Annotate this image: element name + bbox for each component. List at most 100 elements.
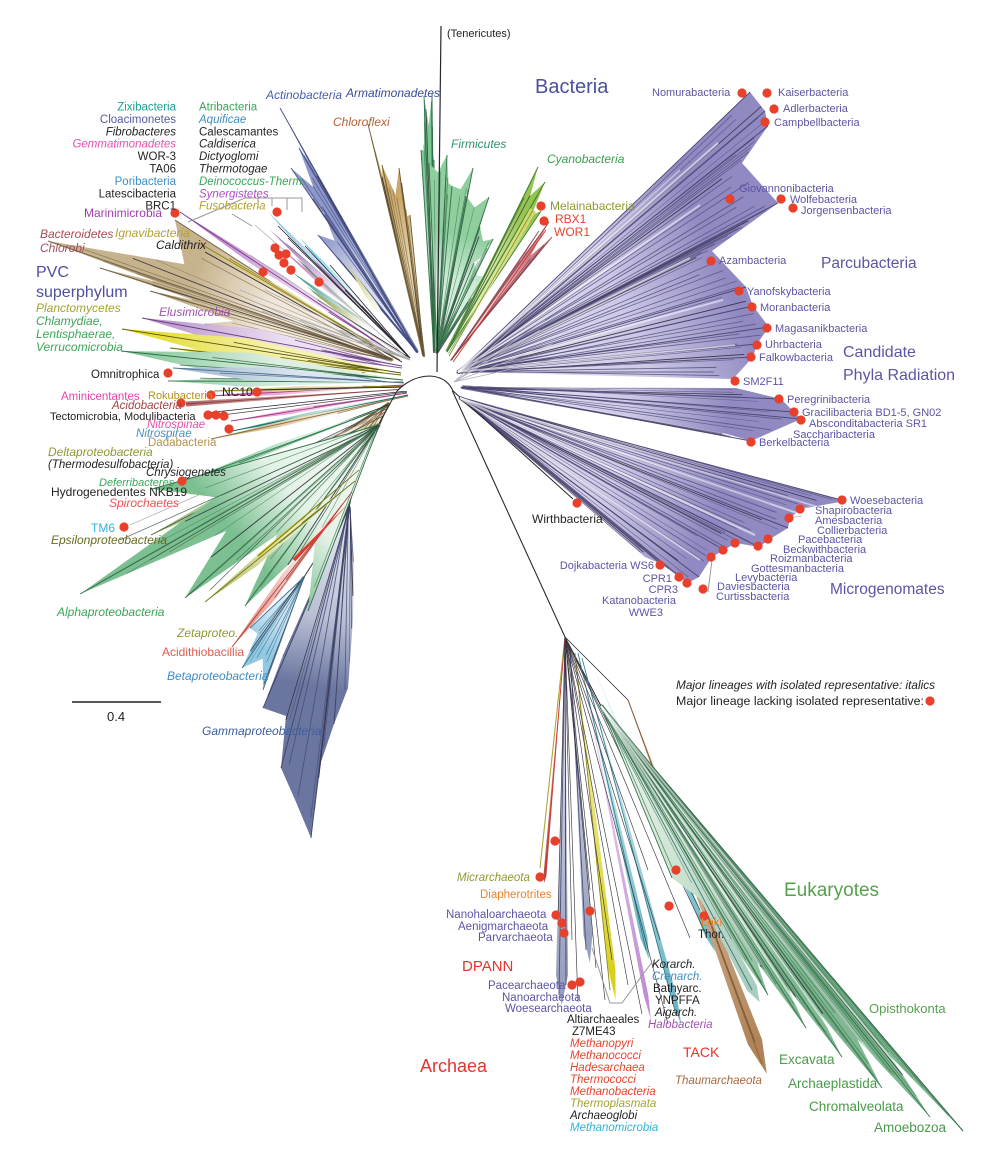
svg-text:Pacebacteria: Pacebacteria <box>798 534 863 546</box>
svg-text:Crenarch.: Crenarch. <box>652 971 703 983</box>
svg-text:Caldithrix: Caldithrix <box>156 238 207 252</box>
svg-text:Pacearchaeota: Pacearchaeota <box>488 980 566 992</box>
svg-text:YNPFFA: YNPFFA <box>655 995 700 1007</box>
svg-text:Chromalveolata: Chromalveolata <box>809 1099 904 1114</box>
svg-text:Archaeoglobi: Archaeoglobi <box>569 1110 638 1122</box>
svg-text:Bacteroidetes: Bacteroidetes <box>40 227 113 241</box>
svg-text:WOR-3: WOR-3 <box>138 151 176 163</box>
svg-text:Methanomicrobia: Methanomicrobia <box>570 1122 658 1134</box>
svg-text:Chrysiogenetes: Chrysiogenetes <box>146 467 226 479</box>
svg-text:Aquificae: Aquificae <box>198 114 246 126</box>
svg-text:Actinobacteria: Actinobacteria <box>265 88 342 102</box>
svg-text:Z7ME43: Z7ME43 <box>572 1026 615 1038</box>
svg-text:Elusimicrobia: Elusimicrobia <box>159 305 231 319</box>
svg-text:Cloacimonetes: Cloacimonetes <box>100 114 176 126</box>
svg-text:Yanofskybacteria: Yanofskybacteria <box>747 286 831 298</box>
svg-text:Curtissbacteria: Curtissbacteria <box>716 591 790 603</box>
svg-text:Kaiserbacteria: Kaiserbacteria <box>778 87 849 99</box>
svg-text:Lentisphaerae,: Lentisphaerae, <box>36 327 115 341</box>
svg-text:Planctomycetes: Planctomycetes <box>36 301 121 315</box>
svg-text:Deinococcus-Therm.: Deinococcus-Therm. <box>199 176 305 188</box>
svg-text:Nitrospirae: Nitrospirae <box>136 428 192 440</box>
svg-text:Fusobacteria: Fusobacteria <box>199 201 265 213</box>
svg-text:Tectomicrobia, Modulibacteria: Tectomicrobia, Modulibacteria <box>50 411 196 423</box>
svg-text:Magasanikbacteria: Magasanikbacteria <box>775 323 868 335</box>
svg-text:(Tenericutes): (Tenericutes) <box>447 28 511 40</box>
svg-text:Fibrobacteres: Fibrobacteres <box>106 126 177 138</box>
svg-text:Woesearchaeota: Woesearchaeota <box>505 1003 592 1015</box>
svg-text:Zixibacteria: Zixibacteria <box>117 102 176 114</box>
svg-text:Dictyoglomi: Dictyoglomi <box>199 151 259 163</box>
svg-text:Wolfebacteria: Wolfebacteria <box>790 194 858 206</box>
svg-text:Loki.: Loki. <box>701 917 725 929</box>
svg-text:Levybacteria: Levybacteria <box>735 572 798 584</box>
svg-text:Dojkabacteria WS6: Dojkabacteria WS6 <box>560 560 654 572</box>
svg-text:PVC: PVC <box>36 264 69 281</box>
svg-text:Wirthbacteria: Wirthbacteria <box>532 512 603 526</box>
svg-text:Methanopyri: Methanopyri <box>570 1038 634 1050</box>
svg-text:Thaumarchaeota: Thaumarchaeota <box>675 1075 762 1087</box>
svg-text:Bacteria: Bacteria <box>535 76 609 98</box>
svg-text:Aminicentantes: Aminicentantes <box>61 391 140 403</box>
svg-text:Aenigmarchaeota: Aenigmarchaeota <box>458 921 549 933</box>
svg-text:Marinimicrobia: Marinimicrobia <box>84 206 162 220</box>
svg-text:(Thermodesulfobacteria): (Thermodesulfobacteria) <box>48 459 173 471</box>
svg-text:Atribacteria: Atribacteria <box>199 102 258 114</box>
svg-text:Rokubacteria: Rokubacteria <box>148 390 214 402</box>
svg-text:Woesebacteria: Woesebacteria <box>850 495 924 507</box>
svg-text:Gemmatimonadetes: Gemmatimonadetes <box>72 139 176 151</box>
svg-text:RBX1: RBX1 <box>555 212 587 226</box>
svg-text:Parvarchaeota: Parvarchaeota <box>478 932 553 944</box>
svg-text:Melainabacteria: Melainabacteria <box>550 199 635 213</box>
svg-text:Diapherotrites: Diapherotrites <box>480 889 552 901</box>
svg-text:Microgenomates: Microgenomates <box>830 581 945 598</box>
svg-text:Methanobacteria: Methanobacteria <box>570 1086 656 1098</box>
svg-text:Uhrbacteria: Uhrbacteria <box>765 339 823 351</box>
svg-text:DPANN: DPANN <box>462 958 513 975</box>
svg-text:Adlerbacteria: Adlerbacteria <box>783 103 849 115</box>
svg-text:Shapirobacteria: Shapirobacteria <box>815 505 893 517</box>
svg-text:Alphaproteobacteria: Alphaproteobacteria <box>56 605 165 619</box>
svg-text:Korarch.: Korarch. <box>652 959 695 971</box>
svg-text:Chlamydiae,: Chlamydiae, <box>36 314 103 328</box>
svg-text:Thor.: Thor. <box>698 929 724 941</box>
svg-text:Firmicutes: Firmicutes <box>451 137 506 151</box>
svg-text:Major lineage lacking isolated: Major lineage lacking isolated represent… <box>676 694 924 708</box>
svg-text:Nitrospinae: Nitrospinae <box>147 419 205 431</box>
svg-text:Absconditabacteria SR1: Absconditabacteria SR1 <box>809 418 927 430</box>
svg-text:Amoebozoa: Amoebozoa <box>874 1120 947 1135</box>
svg-text:Acidobacteria: Acidobacteria <box>111 400 182 412</box>
svg-text:superphylum: superphylum <box>36 284 128 301</box>
svg-text:Major lineages with isolated r: Major lineages with isolated representat… <box>676 678 935 692</box>
svg-text:Latescibacteria: Latescibacteria <box>99 188 177 200</box>
svg-text:TA06: TA06 <box>149 164 176 176</box>
svg-text:Berkelbacteria: Berkelbacteria <box>759 437 830 449</box>
svg-text:Hadesarchaea: Hadesarchaea <box>570 1062 645 1074</box>
svg-text:Falkowbacteria: Falkowbacteria <box>759 352 834 364</box>
svg-text:0.4: 0.4 <box>107 709 125 724</box>
svg-text:Deferribacteres: Deferribacteres <box>99 477 175 489</box>
svg-text:Giovannonibacteria: Giovannonibacteria <box>739 183 835 195</box>
svg-text:Opisthokonta: Opisthokonta <box>869 1001 946 1016</box>
svg-text:Aigarch.: Aigarch. <box>654 1007 697 1019</box>
svg-text:Halobacteria: Halobacteria <box>648 1019 713 1031</box>
svg-text:Katanobacteria: Katanobacteria <box>602 595 677 607</box>
svg-text:Nanoarchaeota: Nanoarchaeota <box>502 992 581 1004</box>
svg-text:Chloroflexi: Chloroflexi <box>333 115 390 129</box>
svg-text:Peregrinibacteria: Peregrinibacteria <box>787 394 871 406</box>
svg-text:Nomurabacteria: Nomurabacteria <box>652 87 731 99</box>
svg-text:Thermococci: Thermococci <box>570 1074 636 1086</box>
svg-text:Altiarchaeales: Altiarchaeales <box>567 1014 639 1026</box>
svg-text:Acidithiobacillia: Acidithiobacillia <box>162 645 244 659</box>
svg-text:Micrarchaeota: Micrarchaeota <box>457 872 530 884</box>
svg-text:Bathyarc.: Bathyarc. <box>653 983 702 995</box>
svg-text:SM2F11: SM2F11 <box>743 376 784 388</box>
svg-text:Betaproteobacteria: Betaproteobacteria <box>167 669 269 683</box>
svg-text:WOR1: WOR1 <box>554 225 590 239</box>
svg-text:Zetaproteo.: Zetaproteo. <box>176 626 238 640</box>
svg-text:Hydrogenedentes NKB19: Hydrogenedentes NKB19 <box>51 485 187 499</box>
svg-text:CPR3: CPR3 <box>649 584 678 596</box>
svg-text:BRC1: BRC1 <box>145 201 176 213</box>
svg-text:Beckwithbacteria: Beckwithbacteria <box>783 544 867 556</box>
svg-text:Ignavibacteria: Ignavibacteria <box>115 226 190 240</box>
